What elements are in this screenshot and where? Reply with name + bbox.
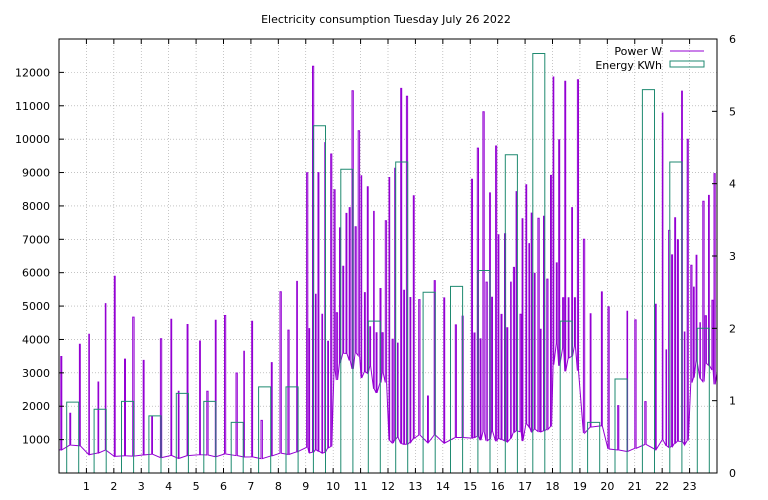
y2-tick-label: 3 <box>729 250 736 263</box>
energy-bar <box>66 401 80 473</box>
x-tick-label: 23 <box>683 480 697 493</box>
y-tick-label: 10000 <box>15 133 50 146</box>
energy-bar <box>559 320 573 473</box>
x-tick-label: 5 <box>193 480 200 493</box>
energy-bar <box>669 161 683 473</box>
y-axis: 1000 2000 3000 4000 5000 6000 7000 8000 9000 1000… <box>15 66 64 447</box>
x-tick-label: 21 <box>628 480 642 493</box>
energy-bar <box>587 421 601 473</box>
y2-tick-label: 5 <box>729 105 736 118</box>
x-tick-label: 11 <box>354 480 368 493</box>
y-tick-label: 8000 <box>22 200 50 213</box>
x-tick-label: 17 <box>518 480 532 493</box>
energy-series <box>66 53 710 473</box>
y-tick-label: 11000 <box>15 100 50 113</box>
x-axis: 1 2 3 4 5 6 7 8 9 10 11 12 13 14 15 16 17 18 19 20 21 22 23 <box>83 39 697 493</box>
legend: Power W Energy KWh <box>595 45 705 72</box>
energy-bar <box>258 386 272 473</box>
power-series <box>59 65 718 460</box>
y-tick-label: 9000 <box>22 167 50 180</box>
x-tick-label: 2 <box>110 480 117 493</box>
x-tick-label: 3 <box>138 480 145 493</box>
y-tick-label: 4000 <box>22 333 50 346</box>
x-tick-label: 13 <box>408 480 422 493</box>
energy-bar <box>422 291 436 473</box>
legend-box-energy <box>669 60 705 68</box>
energy-bar <box>340 168 354 473</box>
energy-bar <box>230 421 244 473</box>
energy-bar <box>367 320 381 473</box>
y-tick-label: 2000 <box>22 400 50 413</box>
energy-bar <box>148 415 162 473</box>
energy-bar <box>641 89 655 473</box>
x-tick-label: 16 <box>491 480 505 493</box>
x-tick-label: 10 <box>326 480 340 493</box>
x-tick-label: 22 <box>655 480 669 493</box>
y2-tick-label: 6 <box>729 33 736 46</box>
y-tick-label: 1000 <box>22 434 50 447</box>
energy-bar <box>504 154 518 473</box>
x-tick-label: 4 <box>165 480 172 493</box>
y2-tick-label: 4 <box>729 178 736 191</box>
legend-label-energy: Energy KWh <box>595 59 662 72</box>
energy-bar <box>312 125 326 473</box>
y-tick-label: 5000 <box>22 300 50 313</box>
energy-bar <box>203 400 217 473</box>
chart-title: Electricity consumption Tuesday July 26 … <box>261 13 511 26</box>
y-tick-label: 12000 <box>15 66 50 79</box>
y2-axis: 0 1 2 3 4 5 6 <box>712 33 736 480</box>
energy-bar <box>285 386 299 473</box>
power-line <box>59 65 718 460</box>
energy-bar <box>477 270 491 473</box>
energy-bar <box>532 53 546 473</box>
energy-bar <box>121 400 135 473</box>
x-tick-label: 18 <box>546 480 560 493</box>
energy-bar <box>696 327 710 473</box>
x-tick-label: 8 <box>275 480 282 493</box>
energy-bar <box>93 408 107 473</box>
y2-tick-label: 1 <box>729 395 736 408</box>
y2-tick-label: 2 <box>729 322 736 335</box>
energy-bar <box>175 392 189 473</box>
x-tick-label: 19 <box>573 480 587 493</box>
y-tick-label: 7000 <box>22 233 50 246</box>
x-tick-label: 15 <box>463 480 477 493</box>
x-tick-label: 20 <box>600 480 614 493</box>
y-tick-label: 6000 <box>22 267 50 280</box>
x-tick-label: 6 <box>220 480 227 493</box>
x-tick-label: 14 <box>436 480 450 493</box>
x-tick-label: 7 <box>247 480 254 493</box>
legend-label-power: Power W <box>614 45 662 58</box>
y-tick-label: 3000 <box>22 367 50 380</box>
x-tick-label: 12 <box>381 480 395 493</box>
energy-bar <box>395 161 409 473</box>
energy-bar <box>614 378 628 473</box>
x-tick-label: 1 <box>83 480 90 493</box>
grid <box>59 39 717 473</box>
energy-bar <box>450 285 464 473</box>
x-tick-label: 9 <box>302 480 309 493</box>
y2-tick-label: 0 <box>729 467 736 480</box>
